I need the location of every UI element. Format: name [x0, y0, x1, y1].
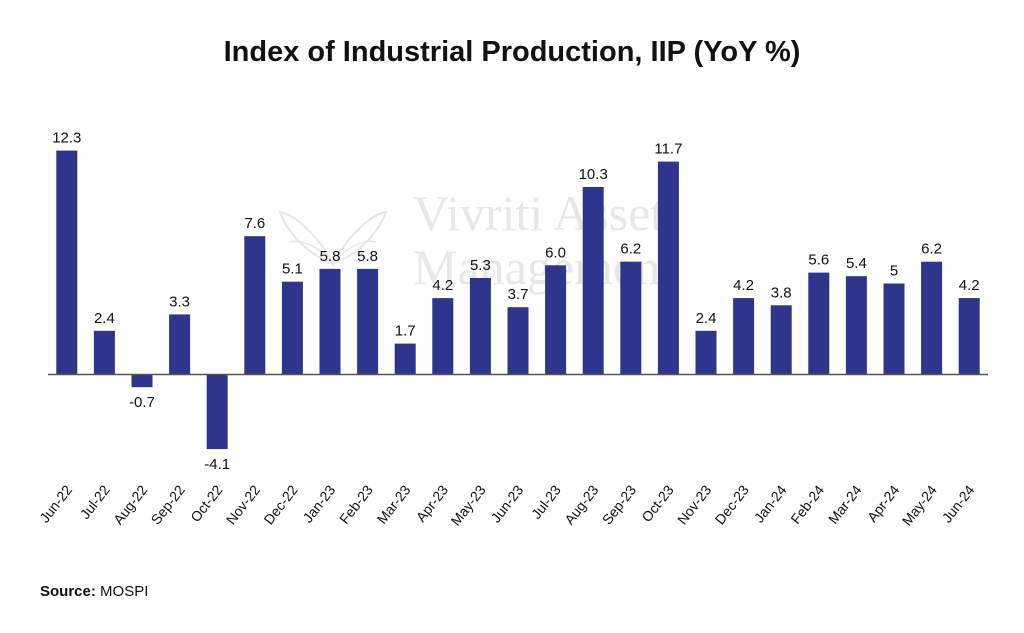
x-tick-label-Apr-23: Apr-23 [413, 482, 452, 525]
bar-Mar-23 [394, 343, 416, 375]
x-tick-label-Jan-24: Jan-24 [751, 482, 790, 526]
data-label-Nov-23: 2.4 [696, 310, 717, 327]
data-label-Nov-22: 7.6 [244, 215, 265, 232]
x-tick-label-Apr-24: Apr-24 [864, 482, 903, 525]
x-tick-label-Jun-23: Jun-23 [487, 482, 526, 526]
data-label-Aug-23: 10.3 [579, 166, 608, 183]
bar-Jul-23 [545, 265, 567, 375]
bar-Jun-22 [56, 150, 78, 375]
data-label-Apr-24: 5 [890, 263, 898, 280]
x-tick-label-Mar-23: Mar-23 [374, 482, 414, 527]
bar-Dec-22 [281, 281, 303, 375]
bar-Sep-23 [620, 261, 642, 375]
source-note: Source: MOSPI [40, 583, 148, 600]
source-value: MOSPI [100, 583, 149, 600]
bar-May-23 [469, 278, 491, 375]
data-label-Jul-22: 2.4 [94, 310, 115, 327]
bar-Nov-23 [695, 330, 717, 375]
data-label-Jun-23: 3.7 [508, 286, 529, 303]
x-tick-label-Nov-22: Nov-22 [223, 482, 264, 528]
data-label-Feb-23: 5.8 [357, 248, 378, 265]
x-tick-label-May-23: May-23 [447, 482, 488, 529]
bar-May-24 [921, 261, 943, 375]
bar-Jun-24 [958, 298, 980, 375]
bar-Jan-24 [770, 305, 792, 375]
data-label-Jun-24: 4.2 [959, 277, 980, 294]
x-tick-label-Sep-22: Sep-22 [148, 482, 189, 528]
x-tick-label-Nov-23: Nov-23 [674, 482, 715, 528]
x-tick-label-Feb-24: Feb-24 [787, 482, 827, 527]
bar-Feb-23 [357, 268, 379, 375]
x-tick-label-Oct-23: Oct-23 [638, 482, 677, 525]
chart-title: Index of Industrial Production, IIP (YoY… [223, 36, 801, 68]
data-label-Sep-23: 6.2 [620, 241, 641, 258]
bar-Apr-24 [883, 283, 905, 375]
x-tick-label-Jul-22: Jul-22 [77, 482, 113, 522]
x-tick-label-Sep-23: Sep-23 [599, 482, 640, 528]
x-tick-label-Oct-22: Oct-22 [187, 482, 226, 525]
bar-Oct-22 [206, 374, 228, 450]
bar-Nov-22 [244, 236, 266, 375]
x-tick-label-Jul-23: Jul-23 [528, 482, 564, 522]
bar-Feb-24 [808, 272, 830, 375]
bar-Jul-22 [93, 330, 115, 375]
x-tick-label-Jun-24: Jun-24 [939, 482, 978, 526]
data-label-Jul-23: 6.0 [545, 244, 566, 261]
data-label-Jan-24: 3.8 [771, 284, 792, 301]
bar-Jun-23 [507, 307, 529, 375]
data-label-Oct-23: 11.7 [654, 141, 682, 158]
data-label-Jan-23: 5.8 [320, 248, 341, 265]
data-label-Sep-22: 3.3 [169, 293, 190, 310]
data-label-Dec-22: 5.1 [282, 261, 303, 278]
data-label-May-24: 6.2 [921, 241, 942, 258]
bar-Dec-23 [733, 298, 755, 375]
bar-Apr-23 [432, 298, 454, 375]
x-tick-label-Mar-24: Mar-24 [825, 482, 865, 527]
x-tick-label-Dec-22: Dec-22 [260, 482, 301, 528]
data-label-Apr-23: 4.2 [432, 277, 453, 294]
bar-Aug-22 [131, 374, 153, 388]
data-label-Feb-24: 5.6 [808, 252, 829, 269]
data-label-Oct-22: -4.1 [204, 456, 230, 473]
x-tick-label-Aug-23: Aug-23 [561, 482, 602, 528]
bar-Jan-23 [319, 268, 341, 375]
data-label-Dec-23: 4.2 [733, 277, 754, 294]
x-tick-label-Aug-22: Aug-22 [110, 482, 151, 528]
bar-Aug-23 [582, 187, 604, 375]
data-label-Jun-22: 12.3 [52, 130, 81, 147]
bar-Oct-23 [657, 161, 679, 375]
bar-Mar-24 [845, 276, 867, 375]
bar-Sep-22 [169, 314, 191, 375]
x-tick-label-May-24: May-24 [899, 482, 940, 529]
x-tick-label-Jan-23: Jan-23 [299, 482, 338, 526]
data-label-Mar-23: 1.7 [395, 323, 416, 340]
data-label-May-23: 5.3 [470, 257, 491, 274]
source-label: Source: [40, 583, 96, 600]
data-label-Aug-22: -0.7 [129, 394, 155, 411]
data-label-Mar-24: 5.4 [846, 255, 867, 272]
x-tick-label-Jun-22: Jun-22 [36, 482, 75, 526]
x-tick-label-Feb-23: Feb-23 [336, 482, 376, 527]
x-tick-label-Dec-23: Dec-23 [712, 482, 753, 528]
